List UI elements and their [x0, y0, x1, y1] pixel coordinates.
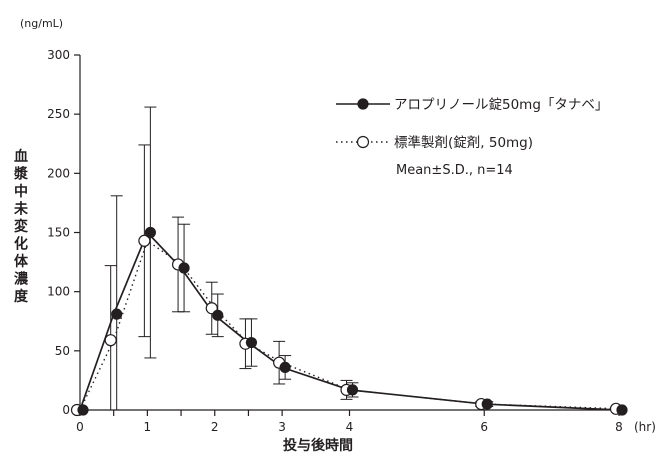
series-1-point [616, 404, 628, 416]
legend: アロプリノール錠50mg「タナベ」 標準製剤(錠剤, 50mg) Mean±S.… [336, 97, 608, 178]
y-tick-label: 150 [47, 226, 70, 240]
x-tick-label: 3 [278, 420, 286, 434]
series-1-point [212, 309, 224, 321]
x-tick-label: 8 [615, 420, 623, 434]
legend-series-2-label: 標準製剤(錠剤, 50mg) [394, 135, 533, 151]
series-1-point [346, 384, 359, 396]
series-1-line [79, 230, 620, 411]
y-tick-label: 200 [47, 166, 70, 180]
series-2-point [138, 234, 151, 247]
series-1-point [178, 262, 190, 274]
series-1-point [279, 361, 291, 373]
y-ticks: 0 50 100 150 200 250 300 [47, 48, 80, 417]
y-tick-label: 250 [47, 107, 70, 121]
y-tick-label: 50 [55, 344, 70, 358]
series-1-point [481, 398, 493, 410]
x-ticks: 0 1 2 3 4 6 8 [76, 410, 623, 434]
x-tick-label: 1 [144, 420, 152, 434]
y-axis-title: 血漿中未変化体濃度 [13, 148, 29, 305]
series-1-point [111, 308, 123, 320]
y-tick-label: 0 [62, 403, 70, 417]
legend-marker-filled [357, 98, 369, 110]
series-1-point [245, 336, 258, 349]
series-1-point [77, 404, 89, 416]
legend-marker-open [356, 135, 370, 149]
y-tick-label: 100 [47, 285, 70, 299]
legend-series-1-label: アロプリノール錠50mg「タナベ」 [394, 97, 608, 113]
x-tick-label: 4 [346, 420, 354, 434]
legend-note: Mean±S.D., n=14 [396, 163, 513, 178]
x-tick-label: 0 [76, 420, 84, 434]
error-bar [110, 195, 123, 411]
x-tick-label: 6 [480, 420, 488, 434]
x-axis-title: 投与後時間 [283, 437, 353, 454]
series-layer [70, 106, 628, 417]
series-1-point [144, 226, 156, 239]
y-unit-label: (ng/mL) [20, 17, 63, 30]
x-unit-label: (hr) [634, 420, 656, 434]
x-tick-label: 2 [211, 420, 219, 434]
y-tick-label: 300 [47, 48, 70, 62]
series-2-point [104, 334, 117, 347]
